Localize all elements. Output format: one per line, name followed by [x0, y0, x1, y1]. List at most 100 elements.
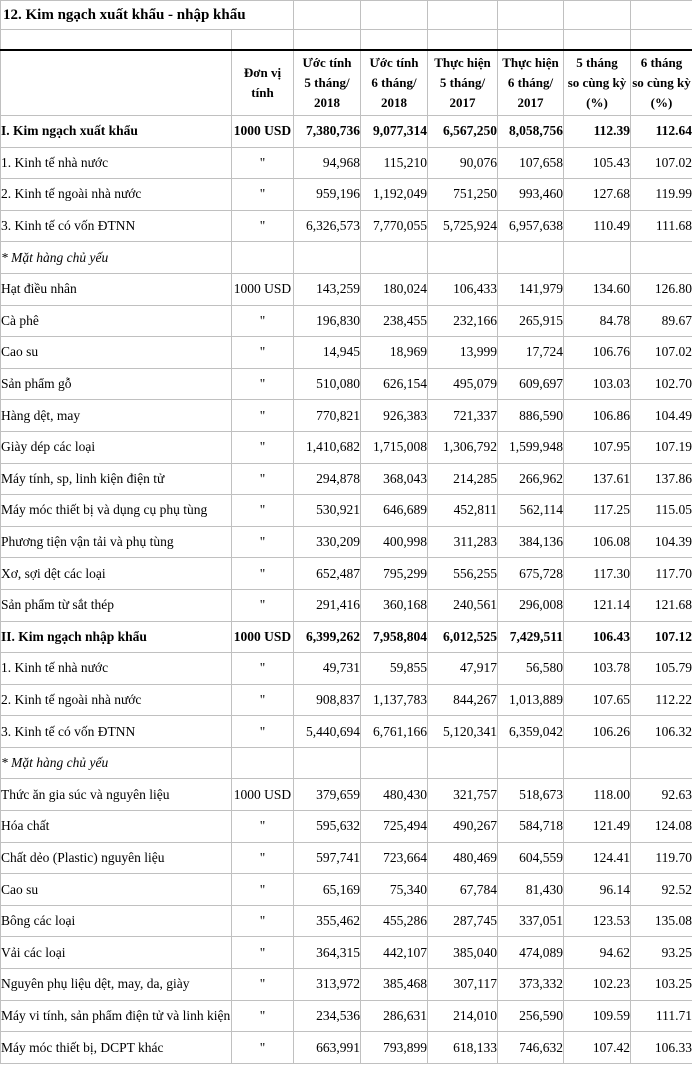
table-row: Hàng dệt, may " 770,821 926,383 721,337 886,5…: [0, 399, 692, 432]
table-row: * Mặt hàng chủ yếu: [0, 746, 692, 780]
column-header-act-5m-2017: Thực hiện 5 tháng/ 2017: [427, 49, 498, 116]
value-cell: 106.43: [563, 620, 631, 654]
value-cell: 111.71: [630, 999, 692, 1033]
table-row: 3. Kinh tế có vốn ĐTNN " 5,440,694 6,761,16…: [0, 715, 692, 748]
value-cell: 106.08: [563, 525, 631, 559]
value-cell: 556,255: [427, 557, 498, 590]
value-cell: 117.30: [563, 557, 631, 590]
value-cell: 604,559: [497, 841, 564, 875]
value-cell: 6,326,573: [293, 209, 361, 243]
value-cell: 107.02: [630, 336, 692, 369]
row-label-cell: I. Kim ngạch xuất khẩu: [0, 115, 232, 148]
value-cell: 452,811: [427, 494, 498, 527]
value-cell: 112.39: [563, 115, 631, 148]
value-cell: 96.14: [563, 873, 631, 906]
value-cell: [360, 241, 428, 274]
value-cell: [293, 746, 361, 780]
value-cell: 117.25: [563, 494, 631, 527]
value-cell: 265,915: [497, 304, 564, 338]
unit-cell: [231, 241, 294, 274]
value-cell: 14,945: [293, 336, 361, 369]
table-row: 1. Kinh tế nhà nước " 94,968 115,210 90,076 1…: [0, 146, 692, 180]
row-label-cell: Cao su: [0, 336, 232, 369]
value-cell: 84.78: [563, 304, 631, 338]
value-cell: 725,494: [360, 810, 428, 843]
row-label-cell: II. Kim ngạch nhập khẩu: [0, 620, 232, 654]
spacer-cell: [630, 29, 692, 51]
value-cell: 141,979: [497, 272, 564, 306]
table-row: Bông các loại " 355,462 455,286 287,745 337,0…: [0, 904, 692, 938]
title-row-empty-cell: [360, 0, 428, 30]
value-cell: 385,040: [427, 936, 498, 970]
row-label-cell: 2. Kinh tế ngoài nhà nước: [0, 178, 232, 211]
value-cell: 143,259: [293, 272, 361, 306]
value-cell: 111.68: [630, 209, 692, 243]
row-label-cell: Sản phẩm gỗ: [0, 367, 232, 401]
value-cell: 296,008: [497, 588, 564, 622]
row-label-cell: * Mặt hàng chủ yếu: [0, 746, 232, 780]
value-cell: 121.49: [563, 810, 631, 843]
unit-cell: ": [231, 841, 294, 875]
value-cell: 926,383: [360, 399, 428, 432]
value-cell: 313,972: [293, 968, 361, 1001]
value-cell: 18,969: [360, 336, 428, 369]
value-cell: 886,590: [497, 399, 564, 432]
value-cell: 47,917: [427, 652, 498, 685]
row-label-cell: Phương tiện vận tải và phụ tùng: [0, 525, 232, 559]
row-label-cell: Hạt điều nhân: [0, 272, 232, 306]
value-cell: 214,010: [427, 999, 498, 1033]
value-cell: 675,728: [497, 557, 564, 590]
row-label-cell: Chất dẻo (Plastic) nguyên liệu: [0, 841, 232, 875]
corner-cell: [0, 49, 232, 116]
value-cell: 107.95: [563, 430, 631, 464]
value-cell: 5,120,341: [427, 715, 498, 748]
value-cell: 6,359,042: [497, 715, 564, 748]
value-cell: 597,741: [293, 841, 361, 875]
value-cell: 127.68: [563, 178, 631, 211]
value-cell: [360, 746, 428, 780]
value-cell: [427, 746, 498, 780]
value-cell: 1,599,948: [497, 430, 564, 464]
row-label-cell: Thức ăn gia súc và nguyên liệu: [0, 778, 232, 812]
table-row: Máy móc thiết bị và dụng cụ phụ tùng " 530…: [0, 494, 692, 527]
value-cell: 337,051: [497, 904, 564, 938]
title-row: 12. Kim ngạch xuất khẩu - nhập khẩu: [0, 0, 692, 30]
value-cell: 123.53: [563, 904, 631, 938]
row-label-cell: Cao su: [0, 873, 232, 906]
value-cell: 562,114: [497, 494, 564, 527]
value-cell: 110.49: [563, 209, 631, 243]
row-label-cell: Máy tính, sp, linh kiện điện tử: [0, 462, 232, 496]
row-label-cell: Máy móc thiết bị, DCPT khác: [0, 1031, 232, 1064]
unit-cell: 1000 USD: [231, 778, 294, 812]
value-cell: 360,168: [360, 588, 428, 622]
value-cell: 1,192,049: [360, 178, 428, 211]
table-row: 1. Kinh tế nhà nước " 49,731 59,855 47,917 56…: [0, 652, 692, 685]
spacer-cell: [563, 29, 631, 51]
value-cell: 107.12: [630, 620, 692, 654]
title-row-empty-cell: [497, 0, 564, 30]
value-cell: 7,770,055: [360, 209, 428, 243]
value-cell: 137.86: [630, 462, 692, 496]
value-cell: 364,315: [293, 936, 361, 970]
value-cell: 92.52: [630, 873, 692, 906]
value-cell: 480,469: [427, 841, 498, 875]
value-cell: 495,079: [427, 367, 498, 401]
value-cell: 6,012,525: [427, 620, 498, 654]
value-cell: 196,830: [293, 304, 361, 338]
value-cell: 103.78: [563, 652, 631, 685]
spacer-cell: [360, 29, 428, 51]
page-title: 12. Kim ngạch xuất khẩu - nhập khẩu: [0, 0, 294, 30]
unit-cell: ": [231, 178, 294, 211]
value-cell: 266,962: [497, 462, 564, 496]
value-cell: 530,921: [293, 494, 361, 527]
value-cell: 124.41: [563, 841, 631, 875]
table-row: Hạt điều nhân 1000 USD 143,259 180,024 106,4…: [0, 272, 692, 306]
value-cell: 49,731: [293, 652, 361, 685]
value-cell: 109.59: [563, 999, 631, 1033]
value-cell: 106.26: [563, 715, 631, 748]
value-cell: 81,430: [497, 873, 564, 906]
row-label-cell: 1. Kinh tế nhà nước: [0, 652, 232, 685]
row-label-cell: * Mặt hàng chủ yếu: [0, 241, 232, 274]
value-cell: 103.25: [630, 968, 692, 1001]
value-cell: 240,561: [427, 588, 498, 622]
